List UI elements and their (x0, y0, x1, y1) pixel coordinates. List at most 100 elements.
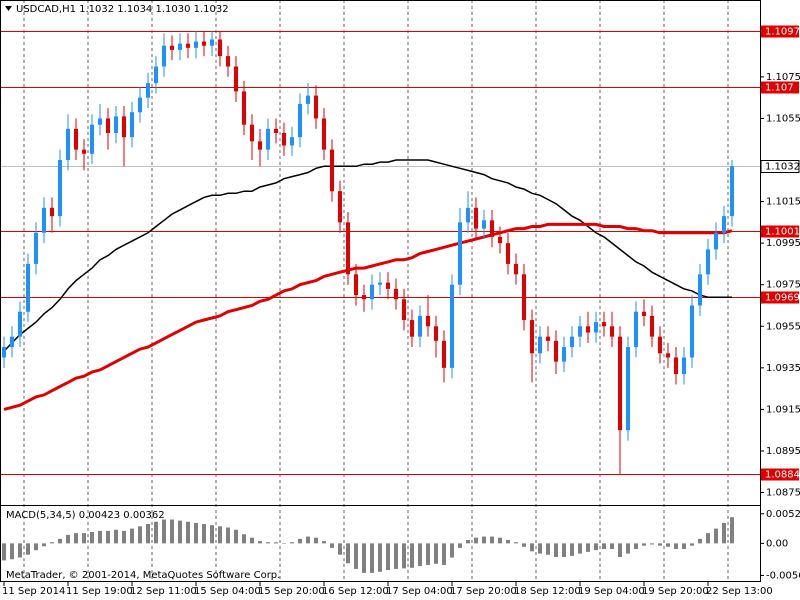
candle-body (338, 191, 342, 223)
macd-bar (498, 537, 502, 544)
candle-body (194, 41, 198, 48)
candle-body (634, 311, 638, 348)
macd-bar (402, 543, 406, 569)
candle-body (506, 243, 510, 264)
candle-body (714, 232, 718, 250)
candle-body (266, 128, 270, 150)
macd-bar (594, 543, 598, 551)
candle-body (186, 43, 190, 48)
candle-body (618, 336, 622, 431)
y-tick-label: 1.1015 (766, 197, 800, 208)
x-tick-label: 15 Sep 04:00 (194, 586, 261, 597)
candle-body (34, 232, 38, 264)
macd-bar (410, 543, 414, 568)
candle-body (442, 340, 446, 368)
macd-bar (506, 539, 510, 544)
level-label-box (761, 468, 799, 481)
macd-bar (322, 541, 326, 544)
candle-body (666, 353, 670, 358)
macd-bar (290, 542, 294, 544)
macd-bar (282, 543, 286, 544)
macd-bar (50, 542, 54, 544)
macd-bar (194, 522, 198, 544)
candle-body (146, 83, 150, 98)
candle-body (10, 336, 14, 348)
candle-body (498, 236, 502, 244)
candle-body (226, 56, 230, 67)
candle-body (362, 295, 366, 300)
macd-bar (458, 543, 462, 548)
macd-bar (114, 529, 118, 544)
macd-bar (674, 543, 678, 550)
level-label: 1.107 (765, 83, 794, 94)
candle-body (346, 222, 350, 275)
macd-bar (66, 534, 70, 544)
macd-bar (730, 517, 734, 544)
candle-body (514, 263, 518, 275)
macd-bar (210, 525, 214, 544)
candle-body (482, 220, 486, 229)
macd-bar (122, 530, 126, 544)
macd-bar (362, 543, 366, 573)
candle-body (690, 305, 694, 358)
macd-bar (626, 543, 630, 554)
macd-bar (618, 543, 622, 557)
candle-body (658, 336, 662, 354)
macd-bar (394, 543, 398, 569)
candle-body (594, 322, 598, 333)
macd-bar (386, 543, 390, 571)
x-tick-label: 22 Sep 13:00 (706, 586, 773, 597)
macd-bar (650, 543, 654, 545)
macd-bar (682, 543, 686, 550)
candle-body (58, 160, 62, 217)
macd-bar (58, 538, 62, 544)
candle-body (106, 118, 110, 134)
macd-bar (658, 543, 662, 546)
y-tick-label: 1.0875 (766, 488, 800, 499)
y-tick-label: 1.0975 (766, 280, 800, 291)
macd-bar (370, 543, 374, 573)
x-tick-label: 11 Sep 2014 (2, 586, 65, 597)
macd-tick-label: 0.00521 (766, 509, 800, 520)
candle-body (234, 66, 238, 92)
moving-average (3, 159, 732, 352)
macd-bar (482, 536, 486, 544)
candle-body (178, 43, 182, 50)
macd-bar (218, 526, 222, 544)
macd-bar (10, 543, 14, 560)
candle-body (642, 311, 646, 316)
candle-body (586, 326, 590, 333)
x-tick-label: 17 Sep 04:00 (386, 586, 453, 597)
level-label-box (761, 225, 799, 238)
level-label: 1.0969 (765, 293, 800, 304)
macd-bar (34, 543, 38, 551)
level-label-box (761, 25, 799, 38)
candle-body (242, 91, 246, 125)
macd-bar (98, 530, 102, 544)
x-tick-label: 15 Sep 20:00 (258, 586, 325, 597)
candle-body (706, 249, 710, 275)
menu-arrow (5, 6, 12, 11)
x-tick-label: 11 Sep 19:00 (66, 586, 133, 597)
macd-bar (226, 527, 230, 544)
candle-body (546, 336, 550, 341)
candle-body (154, 66, 158, 84)
y-tick-label: 1.1075 (766, 72, 800, 83)
macd-bar (266, 542, 270, 544)
macd-bar (354, 543, 358, 569)
candle-body (466, 207, 470, 223)
macd-bar (106, 530, 110, 544)
candle-body (66, 128, 70, 161)
macd-bar (314, 537, 318, 544)
macd-bar (82, 533, 86, 544)
candle-body (402, 299, 406, 321)
candle-body (114, 116, 118, 134)
macd-bar (578, 543, 582, 554)
candle-body (474, 207, 478, 229)
candle-body (570, 336, 574, 348)
candle-body (162, 45, 166, 67)
macd-bar (466, 539, 470, 544)
candle-body (650, 315, 654, 337)
candle-body (450, 284, 454, 368)
